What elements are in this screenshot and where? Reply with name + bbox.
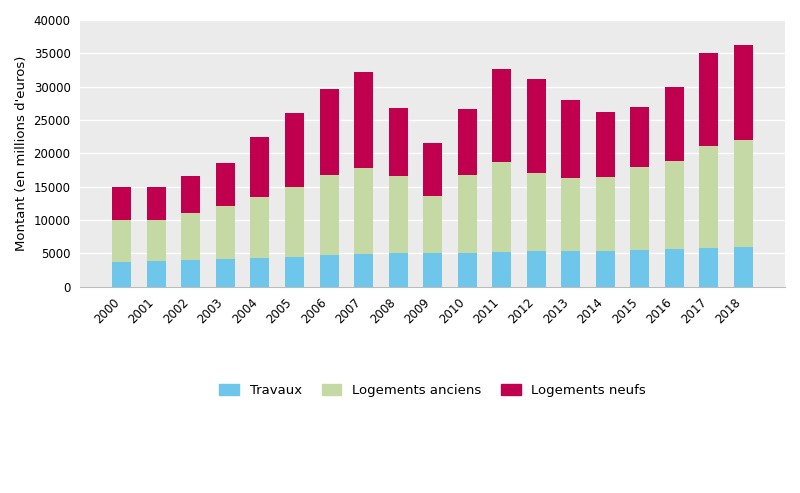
Bar xyxy=(216,259,235,286)
Bar xyxy=(665,161,684,249)
Bar xyxy=(630,106,650,167)
Bar xyxy=(423,142,442,196)
Bar xyxy=(423,196,442,253)
Bar xyxy=(423,253,442,286)
Bar xyxy=(699,248,718,286)
Bar xyxy=(112,186,131,220)
Bar xyxy=(665,249,684,286)
Bar xyxy=(354,168,373,254)
Bar xyxy=(389,108,407,176)
Bar xyxy=(285,256,304,286)
Bar xyxy=(699,146,718,248)
Bar xyxy=(354,72,373,168)
Legend: Travaux, Logements anciens, Logements neufs: Travaux, Logements anciens, Logements ne… xyxy=(214,379,651,402)
Bar xyxy=(147,220,166,260)
Bar xyxy=(734,140,753,247)
Bar xyxy=(630,167,650,250)
Bar xyxy=(216,206,235,259)
Bar xyxy=(389,176,407,252)
Bar xyxy=(250,258,270,286)
Bar xyxy=(734,45,753,140)
Bar xyxy=(596,250,615,286)
Bar xyxy=(458,175,477,253)
Bar xyxy=(319,89,338,175)
Bar xyxy=(112,220,131,262)
Bar xyxy=(319,255,338,286)
Bar xyxy=(492,252,511,286)
Bar xyxy=(526,79,546,173)
Bar xyxy=(112,262,131,286)
Bar xyxy=(182,260,200,286)
Bar xyxy=(596,112,615,177)
Bar xyxy=(526,173,546,251)
Bar xyxy=(562,100,580,178)
Y-axis label: Montant (en millions d'euros): Montant (en millions d'euros) xyxy=(15,56,28,251)
Bar xyxy=(216,163,235,206)
Bar xyxy=(182,212,200,260)
Bar xyxy=(250,137,270,197)
Bar xyxy=(250,197,270,258)
Bar xyxy=(389,252,407,286)
Bar xyxy=(699,53,718,146)
Bar xyxy=(285,186,304,256)
Bar xyxy=(147,260,166,286)
Bar xyxy=(734,247,753,286)
Bar xyxy=(596,177,615,250)
Bar xyxy=(492,162,511,252)
Bar xyxy=(562,178,580,251)
Bar xyxy=(319,175,338,255)
Bar xyxy=(526,251,546,286)
Bar xyxy=(354,254,373,286)
Bar xyxy=(458,253,477,286)
Bar xyxy=(665,87,684,161)
Bar xyxy=(182,176,200,212)
Bar xyxy=(562,251,580,286)
Bar xyxy=(285,113,304,186)
Bar xyxy=(458,108,477,175)
Bar xyxy=(492,69,511,162)
Bar xyxy=(630,250,650,286)
Bar xyxy=(147,186,166,220)
